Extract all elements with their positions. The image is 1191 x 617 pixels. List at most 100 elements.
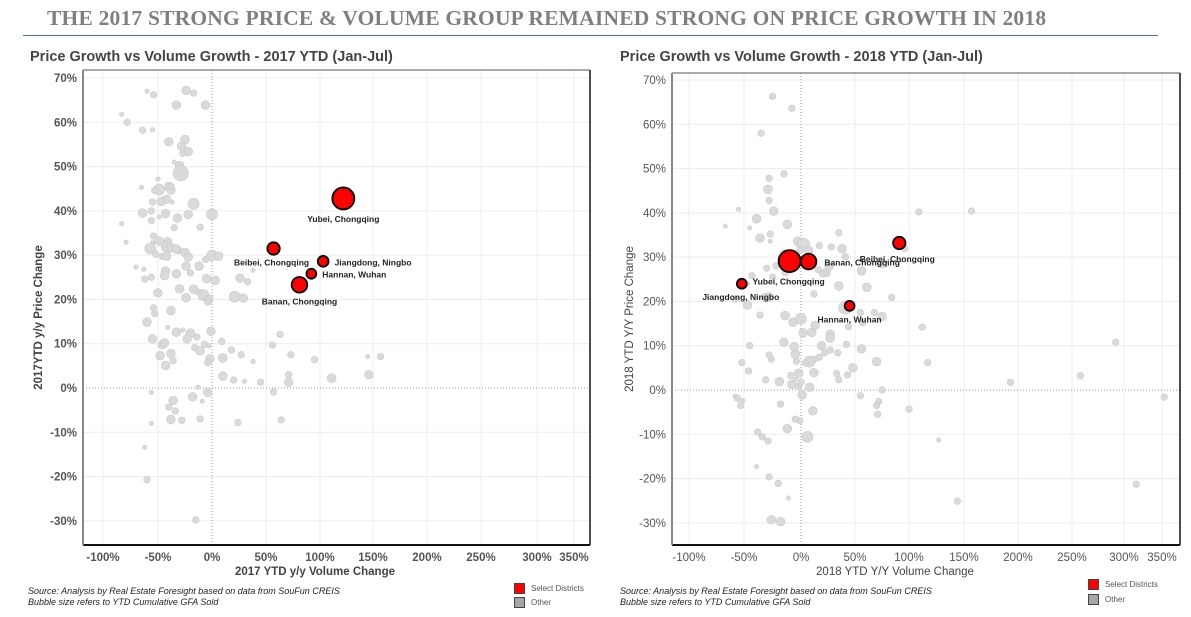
select-district-point [892,235,907,251]
select-district-point [290,276,309,294]
other-district-point [167,182,175,190]
other-district-point [827,243,835,251]
other-district-point [837,244,847,254]
y-tick-label: 70% [643,75,666,87]
select-district-label: Jiangdong, Ningbo [335,257,412,267]
other-district-point [841,253,849,261]
other-district-point [1160,393,1168,401]
legend-swatch-other [1088,594,1099,605]
select-district-point [331,186,356,211]
other-district-point [164,137,174,147]
other-district-point [143,476,151,484]
legend-swatch-other [514,597,525,608]
other-district-point [1112,338,1120,346]
other-district-point [276,330,284,339]
legend-swatch-select [1088,579,1099,590]
x-tick-label: 150% [358,552,387,564]
x-tick-label: 100% [305,552,334,564]
other-district-point [754,464,760,470]
x-tick-label: 250% [466,552,495,564]
legend-select-districts-2018: Select Districts [1088,579,1158,590]
other-district-point [747,225,753,231]
other-district-point [218,353,228,363]
y-axis-label: 2018 YTD Y/Y Price Change [624,246,636,392]
other-district-point [722,223,728,229]
other-district-point [782,423,793,434]
other-district-point [152,250,160,258]
other-district-point [765,174,773,182]
other-district-point [744,367,753,375]
other-district-point [788,104,796,112]
other-district-point [967,207,976,215]
other-district-point [758,433,766,441]
other-district-point [766,515,777,525]
x-tick-label: 250% [1057,552,1086,564]
other-district-point [810,290,818,298]
x-tick-label: 350% [559,552,588,564]
other-district-point [250,358,256,364]
other-district-point [731,295,739,303]
other-district-point [733,394,741,403]
other-district-point [133,264,139,270]
other-district-point [755,233,765,243]
x-tick-label: 200% [412,552,441,564]
other-district-point [228,290,241,303]
x-tick-label: 0% [793,552,810,564]
other-district-point [757,129,765,137]
other-district-point [787,379,797,389]
select-district-point [799,252,818,271]
other-district-point [801,359,809,367]
other-district-point [150,127,156,133]
select-district-label: Beibei, Chongqing [234,258,309,268]
other-district-point [810,320,820,331]
other-district-point [797,390,807,400]
other-district-point [187,197,200,210]
other-district-point [151,310,159,318]
y-tick-label: 10% [54,339,77,351]
other-district-point [768,206,779,216]
other-district-point [287,351,295,359]
y-tick-label: 30% [643,252,666,264]
other-district-point [775,516,786,527]
other-district-point [874,410,882,418]
other-district-point [742,300,753,310]
x-tick-label: 150% [949,552,978,564]
select-district-point [316,255,330,268]
other-district-point [746,342,754,350]
y-tick-label: 60% [643,119,666,131]
other-district-point [137,208,148,218]
y-tick-label: 50% [54,162,77,174]
other-district-point [150,304,158,312]
y-tick-label: -20% [639,474,666,486]
other-district-point [206,326,216,337]
source-note-2018: Source: Analysis by Real Estate Foresigh… [620,586,932,596]
other-district-point [153,288,163,298]
other-district-point [141,275,149,283]
other-district-point [147,273,155,281]
other-district-point [785,495,791,501]
other-district-point [165,324,171,330]
source-note-2017: Source: Analysis by Real Estate Foresigh… [28,586,340,596]
other-district-point [768,92,777,100]
size-note-2018: Bubble size refers to YTD Cumulative GFA… [620,597,811,607]
other-district-point [192,516,200,524]
x-tick-label: -100% [672,552,705,564]
other-district-point [172,165,189,182]
y-tick-label: -30% [50,516,77,528]
y-tick-label: 10% [643,341,666,353]
x-tick-label: 200% [1003,552,1032,564]
y-tick-label: 20% [643,296,666,308]
other-district-point [213,251,224,261]
page-title: THE 2017 STRONG PRICE & VOLUME GROUP REM… [47,6,1047,30]
other-district-point [181,292,191,303]
other-district-point [195,384,201,390]
other-district-point [763,184,773,195]
other-district-point [764,437,772,445]
other-district-point [171,244,182,254]
other-district-point [160,360,171,371]
select-district-label: Jiangdong, Ningbo [702,292,779,302]
other-district-point [169,356,177,365]
other-district-point [166,414,176,425]
x-axis-label: 2017 YTD y/y Volume Change [235,566,395,578]
other-district-point [843,371,852,379]
